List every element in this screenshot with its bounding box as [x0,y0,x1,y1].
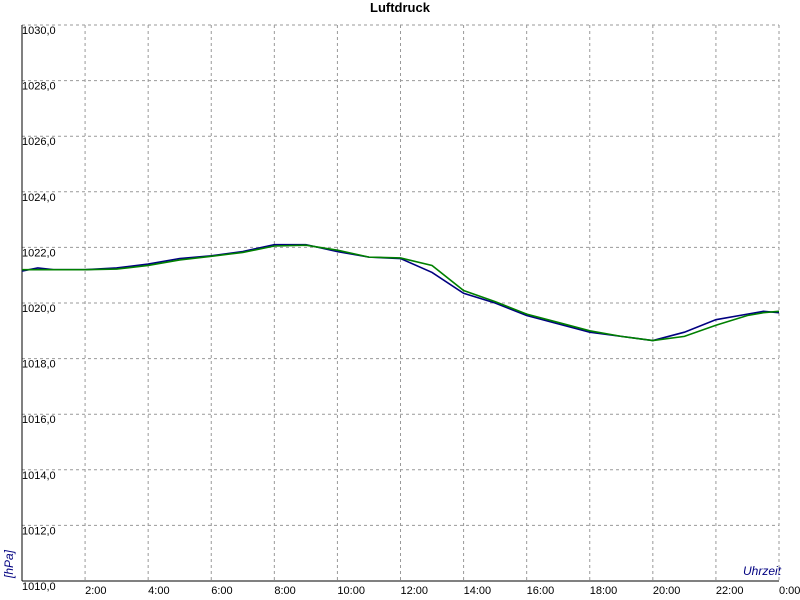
x-tick-label: 20:00 [653,585,681,597]
x-tick-label: 0:00 [779,585,800,597]
x-tick-label: 10:00 [337,585,365,597]
y-tick-label: 1018,0 [22,359,56,371]
y-axis-label: [hPa] [2,549,16,579]
data-line [22,244,780,342]
x-tick-label: 18:00 [590,585,618,597]
x-axis-label: Uhrzeit [743,564,782,578]
y-tick-label: 1030,0 [22,25,56,37]
x-tick-label: 8:00 [274,585,295,597]
y-tick-label: 1026,0 [22,136,56,148]
x-tick-label: 12:00 [401,585,429,597]
y-tick-label: 1022,0 [22,247,56,259]
x-tick-label: 14:00 [464,585,492,597]
y-tick-label: 1012,0 [22,525,56,537]
x-tick-label: 22:00 [716,585,744,597]
y-tick-label: 1014,0 [22,470,56,482]
x-tick-label: 16:00 [527,585,555,597]
y-tick-label: 1010,0 [22,581,56,593]
x-tick-label: 2:00 [85,585,106,597]
y-tick-label: 1028,0 [22,81,56,93]
x-tick-label: 6:00 [211,585,232,597]
chart-title: Luftdruck [370,0,431,15]
y-tick-label: 1020,0 [22,303,56,315]
x-tick-label: 4:00 [148,585,169,597]
y-tick-label: 1024,0 [22,192,56,204]
y-tick-label: 1016,0 [22,414,56,426]
